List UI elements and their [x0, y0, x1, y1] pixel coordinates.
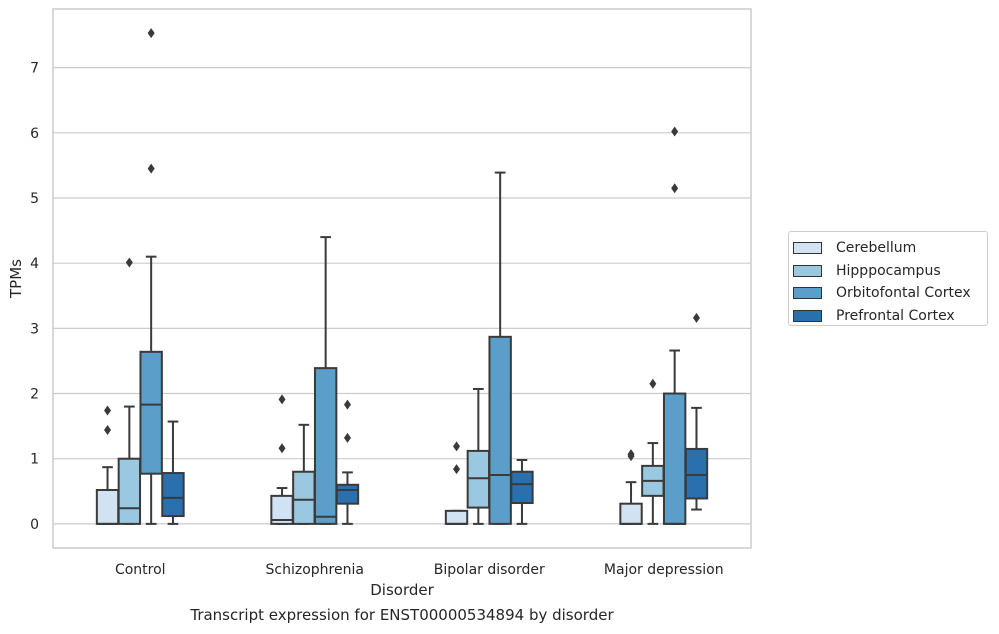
y-tick-label: 1 [30, 452, 39, 468]
outlier-point [343, 399, 351, 410]
y-tick-label: 4 [30, 256, 39, 272]
y-tick-label: 3 [30, 321, 39, 337]
chart-title: Transcript expression for ENST0000053489… [190, 606, 614, 624]
box [510, 470, 534, 505]
box [488, 335, 512, 525]
legend-label: Orbitofontal Cortex [836, 285, 971, 302]
outlier-point [104, 425, 112, 436]
legend-label: Prefrontal Cortex [836, 307, 955, 324]
box [444, 509, 469, 525]
outlier-point [278, 443, 286, 454]
x-tick-label: Schizophrenia [266, 562, 364, 578]
legend-swatch [793, 287, 822, 300]
box [139, 350, 163, 475]
outlier-point [692, 312, 700, 323]
y-axis-label: TPMs [7, 259, 25, 299]
outlier-point [125, 257, 133, 268]
legend-item-hippocampus: Hipppocampus [793, 260, 987, 283]
legend-item-orbitofrontal-cortex: Orbitofontal Cortex [793, 282, 987, 305]
plot-frame [52, 8, 752, 549]
outlier-point [343, 432, 351, 443]
legend-item-cerebellum: Cerebellum [793, 237, 987, 260]
box [161, 472, 185, 518]
outlier-point [147, 28, 155, 39]
x-tick-label: Major depression [604, 562, 724, 578]
outlier-point [627, 449, 635, 460]
legend-label: Cerebellum [836, 240, 917, 257]
legend-swatch [793, 309, 822, 322]
outlier-point [671, 183, 679, 194]
outlier-point [147, 163, 155, 174]
outlier-point [453, 464, 461, 475]
box [292, 470, 316, 525]
legend-swatch [793, 264, 822, 277]
box [662, 392, 687, 525]
outlier-point [671, 126, 679, 137]
y-tick-label: 2 [30, 387, 39, 403]
outlier-point [649, 378, 657, 389]
y-tick-label: 7 [30, 61, 39, 77]
y-tick-label: 6 [30, 126, 39, 142]
x-tick-label: Bipolar disorder [434, 562, 545, 578]
legend-label: Hipppocampus [836, 262, 941, 279]
box [684, 447, 709, 500]
outlier-point [104, 405, 112, 416]
outlier-point [278, 394, 286, 405]
box [95, 488, 120, 525]
x-tick-label: Control [115, 562, 166, 578]
box [335, 483, 360, 505]
box [619, 502, 643, 525]
box [117, 457, 142, 525]
x-axis-label: Disorder [370, 581, 434, 599]
box [313, 367, 338, 525]
legend-swatch [793, 242, 822, 255]
legend: Cerebellum Hipppocampus Orbitofontal Cor… [788, 231, 988, 326]
y-tick-label: 5 [30, 191, 39, 207]
outlier-point [453, 441, 461, 452]
legend-item-prefrontal-cortex: Prefrontal Cortex [793, 305, 987, 328]
y-tick-label: 0 [30, 517, 39, 533]
